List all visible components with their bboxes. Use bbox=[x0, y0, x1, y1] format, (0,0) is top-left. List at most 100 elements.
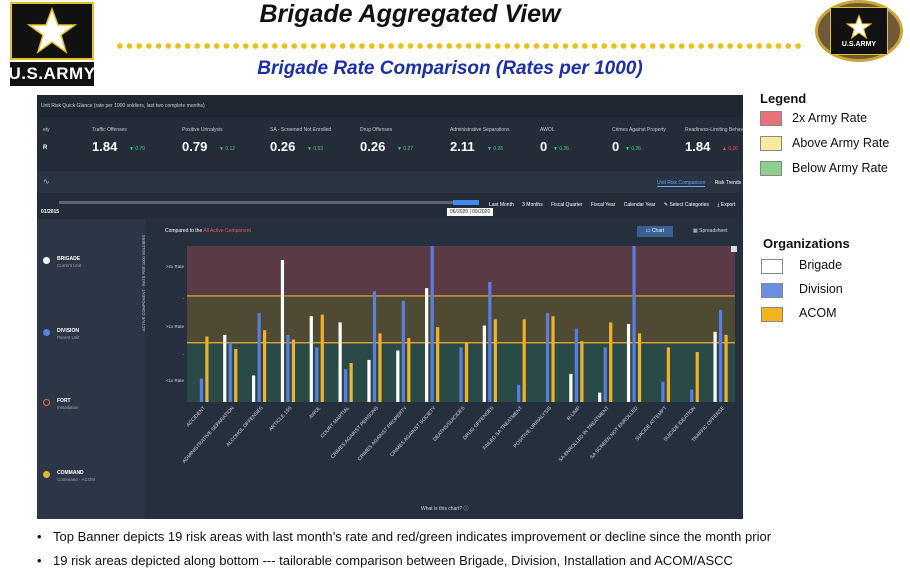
comparison-target[interactable]: All Active Component bbox=[203, 228, 251, 234]
bar-division bbox=[344, 369, 348, 402]
risk-dashboard-screenshot: Unit Risk Quick Glance (rate per 1000 so… bbox=[37, 95, 743, 519]
kpi-label: Readiness-Limiting Behav bbox=[685, 127, 743, 133]
y-tick-label: - bbox=[183, 296, 185, 301]
bar-brigade bbox=[713, 331, 717, 402]
expand-icon bbox=[731, 246, 737, 252]
y-tick-label: - bbox=[183, 352, 185, 357]
org-name: COMMAND bbox=[57, 470, 84, 476]
x-tick-label: CRIMES AGAINST PERSONS bbox=[330, 405, 381, 460]
org-subtitle: Installation bbox=[57, 405, 79, 410]
kpi-label: Administrative Separations bbox=[450, 127, 510, 133]
chart-view-button[interactable]: ▭ Chart bbox=[637, 226, 673, 237]
legend-label: 2x Army Rate bbox=[792, 111, 868, 125]
filter-fiscal-year[interactable]: Fiscal Year bbox=[590, 202, 616, 208]
bar-brigade bbox=[569, 373, 573, 402]
zone-2x-rate bbox=[187, 246, 735, 296]
kpi-delta: ▼ 0.26 bbox=[625, 146, 642, 152]
filter-calendar-year[interactable]: Calendar Year bbox=[623, 202, 656, 208]
date-range-handle[interactable] bbox=[453, 200, 479, 205]
bar-division bbox=[459, 347, 463, 402]
kpi-value: 0 bbox=[612, 139, 620, 154]
bar-division bbox=[603, 347, 607, 402]
bar-division bbox=[661, 381, 665, 402]
star-icon bbox=[10, 2, 94, 60]
kpi-marker: R bbox=[43, 145, 48, 151]
army-seal-right: U.S.ARMY bbox=[815, 0, 905, 62]
bar-division bbox=[199, 378, 204, 402]
kpi-value: 0 bbox=[540, 139, 548, 154]
kpi-label: Drug Offenses bbox=[360, 127, 393, 133]
legend-swatch bbox=[760, 136, 782, 151]
export-button[interactable]: ⤓ Export bbox=[717, 202, 736, 208]
bar-acom bbox=[349, 363, 353, 402]
organization-label: Brigade bbox=[799, 258, 843, 272]
kpi-delta: ▲ 0.26 bbox=[722, 146, 739, 152]
x-tick-label: ADMINISTRATIVE SEPARATION bbox=[181, 405, 236, 465]
zone-above-rate bbox=[187, 295, 735, 343]
filter-fiscal-quarter[interactable]: Fiscal Quarter bbox=[551, 202, 583, 208]
bar-acom bbox=[464, 342, 469, 402]
comparison-label: Compared to the All Active Component bbox=[165, 228, 251, 234]
view-tabs: Unit Risk Comparison Risk Trends bbox=[649, 180, 742, 187]
org-dot-icon bbox=[43, 257, 50, 264]
bar-division bbox=[574, 328, 578, 402]
kpi-label: ety bbox=[43, 127, 50, 133]
kpi-label: SA - Screened Not Enrolled bbox=[270, 127, 332, 133]
organizations-title: Organizations bbox=[763, 236, 850, 251]
kpi-delta: ▼ 0.53 bbox=[307, 146, 324, 152]
select-categories-button[interactable]: ✎ Select Categories bbox=[663, 202, 709, 208]
kpi-value: 1.84 bbox=[92, 139, 118, 154]
bar-acom bbox=[637, 333, 642, 402]
army-logo-left: U.S.ARMY bbox=[8, 2, 95, 86]
kpi-delta: ▼ 0.26 bbox=[553, 146, 570, 152]
bar-acom bbox=[407, 338, 411, 402]
bar-acom bbox=[378, 333, 382, 402]
x-tick-label: COURT MARTIAL bbox=[320, 405, 352, 439]
bar-division bbox=[488, 281, 492, 402]
filter-3-months[interactable]: 3 Months bbox=[522, 202, 543, 208]
bar-acom bbox=[493, 319, 497, 402]
date-range-slider[interactable] bbox=[59, 200, 479, 205]
bar-brigade bbox=[626, 324, 631, 402]
page-title: Brigade Aggregated View bbox=[259, 0, 561, 28]
bar-acom bbox=[263, 330, 267, 402]
bar-acom bbox=[436, 327, 440, 402]
filter-last-month[interactable]: Last Month bbox=[489, 202, 514, 208]
bar-acom bbox=[205, 336, 209, 402]
kpi-label: AWOL bbox=[540, 127, 555, 133]
kpi-label: Traffic Offenses bbox=[92, 127, 127, 133]
bar-acom bbox=[666, 347, 670, 402]
kpi-value: 1.84 bbox=[685, 139, 711, 154]
kpi-delta: ▼ 0.79 bbox=[129, 146, 146, 152]
spreadsheet-view-button[interactable]: ▦ Spreadsheet bbox=[693, 228, 728, 234]
legend-label: Below Army Rate bbox=[792, 161, 888, 175]
what-is-this-chart-link[interactable]: What is this chart? ⓘ bbox=[421, 506, 469, 512]
bar-division bbox=[315, 347, 319, 402]
comparison-prefix: Compared to the bbox=[165, 228, 203, 234]
kpi-banner: ety R Traffic Offenses 1.84 ▼ 0.79 Positive… bbox=[37, 119, 743, 167]
org-subtitle: Current Unit bbox=[57, 263, 82, 268]
bar-brigade bbox=[396, 350, 400, 402]
kpi-value: 2.11 bbox=[450, 139, 475, 154]
organization-swatch bbox=[761, 307, 783, 322]
kpi-value: 0.26 bbox=[360, 139, 386, 154]
organization-swatch bbox=[761, 259, 783, 274]
org-name: DIVISION bbox=[57, 328, 79, 334]
bar-division bbox=[690, 389, 694, 402]
bar-brigade bbox=[338, 322, 342, 402]
bar-brigade bbox=[223, 334, 227, 402]
org-dot-icon bbox=[43, 329, 50, 336]
tab-unit-risk-comparison[interactable]: Unit Risk Comparison bbox=[657, 180, 706, 187]
y-tick-label: >1x Rate bbox=[166, 324, 185, 329]
legend-swatch bbox=[760, 161, 782, 176]
bar-acom bbox=[580, 341, 584, 402]
bullet-2: • 19 risk areas depicted along bottom ---… bbox=[37, 553, 733, 568]
bar-division bbox=[401, 300, 405, 402]
kpi-delta: ▼ 0.12 bbox=[219, 146, 236, 152]
legend-swatch bbox=[760, 111, 782, 126]
bar-acom bbox=[522, 319, 526, 402]
kpi-delta: ▼ 0.26 bbox=[487, 146, 504, 152]
tab-risk-trends[interactable]: Risk Trends bbox=[714, 180, 742, 186]
timeline-start-date: 01/2015 bbox=[41, 209, 60, 215]
organization-label: ACOM bbox=[799, 306, 837, 320]
